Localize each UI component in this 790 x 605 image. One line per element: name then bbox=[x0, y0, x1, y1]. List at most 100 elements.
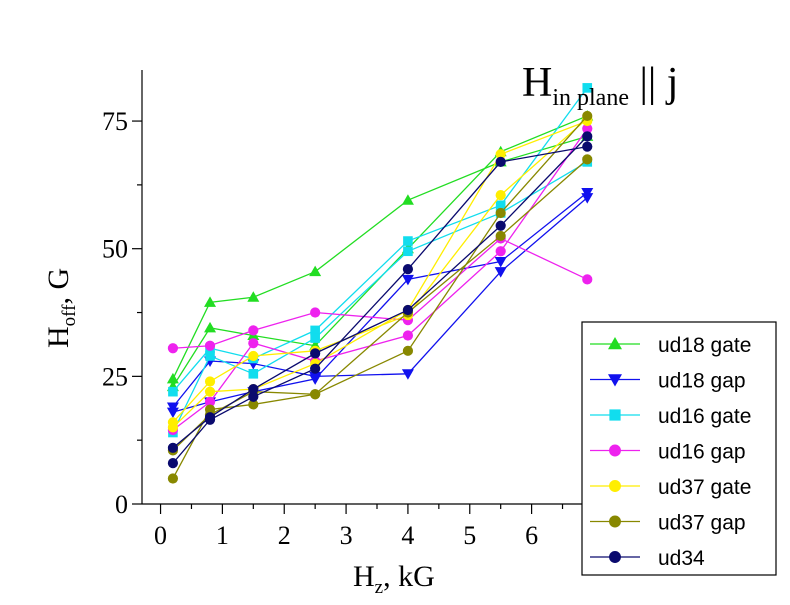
legend-item: ud16 gate bbox=[590, 405, 751, 428]
data-point bbox=[205, 351, 215, 361]
data-point bbox=[248, 391, 259, 402]
data-point bbox=[495, 189, 506, 201]
data-point bbox=[309, 265, 322, 277]
data-point bbox=[167, 442, 179, 453]
data-point bbox=[494, 256, 507, 268]
data-point bbox=[495, 149, 506, 160]
legend-marker bbox=[609, 515, 621, 528]
data-point bbox=[310, 389, 321, 400]
data-point bbox=[495, 230, 506, 242]
series-ud34 bbox=[167, 131, 593, 453]
data-point bbox=[582, 131, 593, 142]
data-point bbox=[247, 291, 260, 302]
data-point bbox=[495, 220, 506, 231]
chart-annotation: Hin plane || j bbox=[522, 60, 678, 111]
legend: ud18 gate ud18 gap ud16 gate ud16 gap ud37 g… bbox=[581, 321, 777, 576]
x-axis-title-sub: z bbox=[375, 577, 383, 598]
data-point bbox=[310, 363, 321, 374]
data-point bbox=[204, 386, 216, 397]
x-tick-label: 1 bbox=[216, 521, 229, 550]
x-tick-label: 3 bbox=[340, 521, 353, 550]
legend-label: ud16 gap bbox=[658, 441, 746, 464]
legend-item: ud16 gap bbox=[590, 441, 746, 464]
data-point bbox=[248, 338, 259, 349]
data-point bbox=[168, 386, 178, 397]
data-point bbox=[248, 399, 259, 410]
data-point bbox=[495, 200, 506, 211]
data-point bbox=[582, 141, 593, 152]
series-ud18-gap bbox=[166, 193, 594, 413]
data-point bbox=[310, 333, 320, 343]
legend-label: ud37 gate bbox=[658, 476, 751, 499]
data-point bbox=[402, 264, 414, 275]
data-point bbox=[495, 156, 506, 168]
x-axis-title: Hz, kG bbox=[353, 560, 435, 598]
data-point bbox=[494, 267, 507, 278]
x-tick-label: 6 bbox=[525, 521, 538, 550]
data-point bbox=[582, 110, 593, 122]
data-point bbox=[204, 321, 217, 333]
legend-label: ud34 bbox=[658, 547, 705, 570]
plot-series bbox=[166, 83, 594, 484]
legend-marker bbox=[608, 337, 622, 350]
data-point bbox=[495, 207, 506, 219]
data-point bbox=[248, 325, 259, 336]
data-point bbox=[310, 307, 321, 318]
data-point bbox=[402, 345, 414, 356]
data-point bbox=[402, 330, 414, 341]
series-line bbox=[172, 135, 588, 449]
data-point bbox=[582, 154, 593, 165]
y-axis-title: Hoff, G bbox=[42, 268, 80, 348]
data-point bbox=[403, 236, 413, 246]
x-tick-label: 5 bbox=[463, 521, 476, 550]
legend-item: ud34 bbox=[590, 547, 705, 570]
data-point bbox=[167, 458, 179, 469]
legend-marker bbox=[608, 374, 622, 387]
y-axis-title-sub: off bbox=[59, 304, 80, 326]
y-tick-label: 75 bbox=[102, 107, 128, 136]
data-point bbox=[310, 348, 321, 359]
data-point bbox=[582, 83, 593, 93]
legend-marker bbox=[609, 480, 621, 492]
axes: 0 1 2 3 4 5 6 0 25 50 75 bbox=[102, 70, 612, 550]
legend-marker bbox=[609, 551, 621, 563]
y-tick-label: 50 bbox=[102, 235, 128, 264]
series-line bbox=[172, 120, 588, 428]
y-tick-label: 0 bbox=[115, 490, 128, 519]
data-point bbox=[582, 123, 593, 134]
legend-item: ud37 gap bbox=[590, 512, 746, 535]
series-ud37-gap bbox=[167, 154, 593, 456]
legend-label: ud18 gap bbox=[658, 370, 746, 393]
data-point bbox=[310, 325, 320, 336]
series-line bbox=[172, 118, 588, 423]
series-ud18-gate bbox=[166, 130, 594, 384]
annotation-main: H bbox=[522, 60, 552, 106]
series-line bbox=[172, 197, 588, 408]
y-axis-title-main: H bbox=[42, 326, 75, 348]
legend-marker bbox=[609, 444, 621, 457]
x-axis-title-main: H bbox=[353, 560, 375, 593]
legend-item: ud18 gap bbox=[590, 370, 746, 393]
legend-label: ud37 gap bbox=[658, 512, 746, 535]
series-ud18-gap bbox=[166, 188, 594, 419]
legend-item: ud18 gate bbox=[590, 334, 751, 357]
data-point bbox=[248, 350, 259, 362]
series-ud34 bbox=[167, 141, 593, 469]
series-line bbox=[172, 115, 588, 479]
series-line bbox=[172, 192, 588, 413]
legend-item: ud37 gate bbox=[590, 476, 751, 499]
annotation-sub: in plane bbox=[552, 85, 629, 111]
data-point bbox=[495, 246, 506, 257]
data-point bbox=[403, 246, 413, 257]
annotation-rest: || j bbox=[629, 60, 679, 106]
data-point bbox=[166, 407, 179, 419]
x-tick-label: 0 bbox=[154, 521, 167, 550]
data-point bbox=[401, 194, 414, 205]
y-axis-title-rest: , G bbox=[42, 268, 75, 305]
data-point bbox=[167, 343, 179, 354]
series-ud16-gap bbox=[167, 233, 593, 354]
data-point bbox=[401, 274, 414, 286]
series-line bbox=[172, 161, 588, 433]
data-point bbox=[401, 369, 414, 380]
